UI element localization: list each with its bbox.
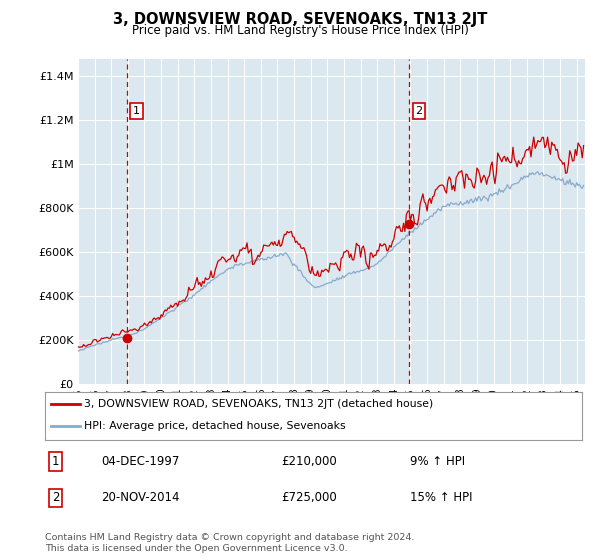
Text: 20-NOV-2014: 20-NOV-2014	[101, 492, 180, 505]
Text: £210,000: £210,000	[281, 455, 337, 468]
Text: £725,000: £725,000	[281, 492, 337, 505]
Text: Price paid vs. HM Land Registry's House Price Index (HPI): Price paid vs. HM Land Registry's House …	[131, 24, 469, 36]
Text: 2: 2	[415, 106, 422, 116]
Text: 3, DOWNSVIEW ROAD, SEVENOAKS, TN13 2JT: 3, DOWNSVIEW ROAD, SEVENOAKS, TN13 2JT	[113, 12, 487, 27]
Text: 2: 2	[52, 492, 59, 505]
Text: 04-DEC-1997: 04-DEC-1997	[101, 455, 180, 468]
Text: 9% ↑ HPI: 9% ↑ HPI	[410, 455, 465, 468]
Text: HPI: Average price, detached house, Sevenoaks: HPI: Average price, detached house, Seve…	[84, 421, 346, 431]
Text: Contains HM Land Registry data © Crown copyright and database right 2024.
This d: Contains HM Land Registry data © Crown c…	[45, 533, 415, 553]
Text: 1: 1	[52, 455, 59, 468]
Text: 3, DOWNSVIEW ROAD, SEVENOAKS, TN13 2JT (detached house): 3, DOWNSVIEW ROAD, SEVENOAKS, TN13 2JT (…	[84, 399, 433, 409]
Text: 15% ↑ HPI: 15% ↑ HPI	[410, 492, 473, 505]
Text: 1: 1	[133, 106, 140, 116]
